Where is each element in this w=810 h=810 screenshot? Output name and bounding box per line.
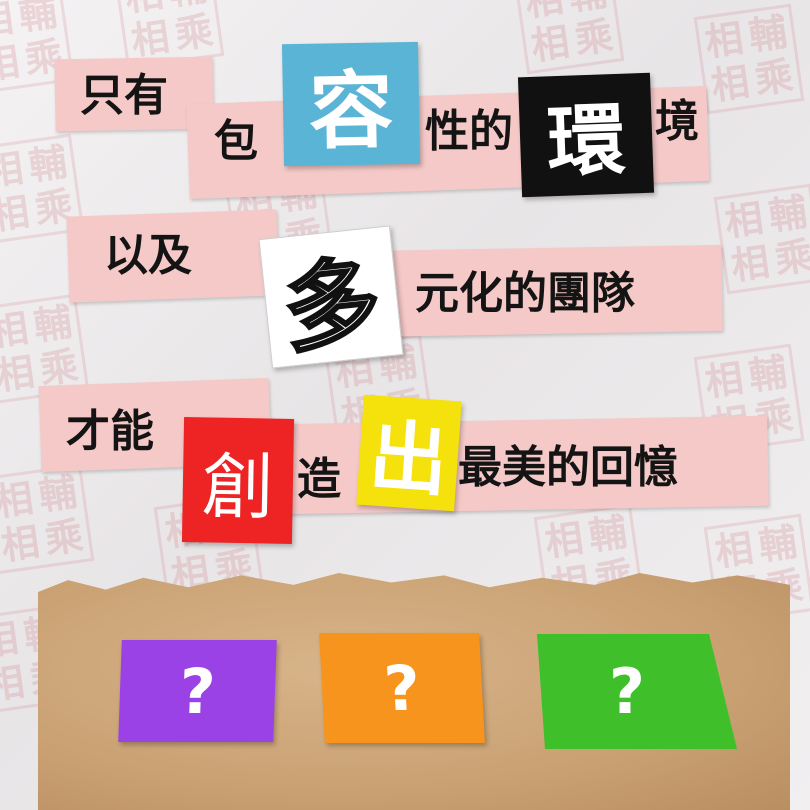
card-black-char: 環 bbox=[545, 95, 627, 189]
seal-stamp: 相輔相乘 bbox=[0, 463, 95, 575]
text-line3-part1: 才能 bbox=[66, 406, 154, 457]
card-blue: 容 bbox=[281, 41, 421, 167]
question-card-3[interactable]: ? bbox=[537, 634, 737, 749]
text-line2-part1: 以及 bbox=[104, 230, 192, 281]
card-black: 環 bbox=[517, 72, 655, 198]
text-line1-part4: 境 bbox=[655, 96, 699, 147]
card-red: 創 bbox=[181, 417, 295, 544]
question-mark-2: ? bbox=[382, 651, 422, 725]
question-card-2[interactable]: ? bbox=[319, 633, 485, 743]
text-line1-part3: 性的 bbox=[425, 106, 513, 157]
card-white: 多 bbox=[258, 225, 404, 369]
question-card-1[interactable]: ? bbox=[118, 640, 277, 742]
card-yellow: 出 bbox=[356, 394, 462, 512]
text-line3-part3: 最美的回憶 bbox=[458, 442, 678, 493]
question-mark-1: ? bbox=[178, 654, 217, 728]
card-red-char: 創 bbox=[201, 444, 275, 530]
text-line2-part2: 元化的團隊 bbox=[415, 268, 635, 319]
seal-stamp: 相輔相乘 bbox=[693, 3, 805, 115]
card-white-char: 多 bbox=[277, 243, 387, 367]
card-blue-char: 容 bbox=[308, 60, 394, 161]
text-line1-part2: 包 bbox=[214, 116, 258, 167]
text-line3-part2: 造 bbox=[297, 454, 341, 505]
question-mark-3: ? bbox=[609, 655, 645, 728]
text-line1-part1: 只有 bbox=[80, 70, 168, 121]
seal-stamp: 相輔相乘 bbox=[713, 183, 810, 295]
card-yellow-char: 出 bbox=[366, 412, 451, 508]
